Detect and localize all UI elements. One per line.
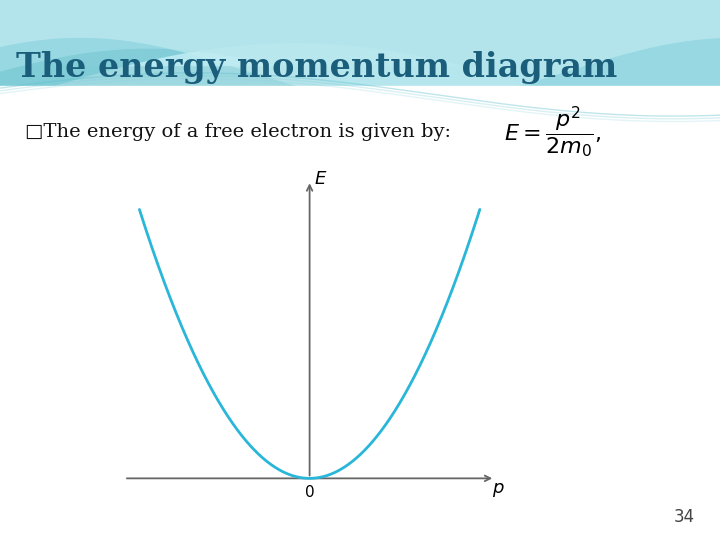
Text: $0$: $0$ <box>305 484 315 500</box>
Text: 34: 34 <box>674 509 695 526</box>
Text: □The energy of a free electron is given by:: □The energy of a free electron is given … <box>25 123 451 141</box>
Text: $E = \dfrac{p^2}{2m_0},$: $E = \dfrac{p^2}{2m_0},$ <box>504 104 601 160</box>
Bar <box>0 86 720 540</box>
Text: The energy momentum diagram: The energy momentum diagram <box>16 51 617 84</box>
Polygon shape <box>0 0 720 124</box>
Polygon shape <box>0 0 720 103</box>
Bar <box>0 0 720 97</box>
Text: $E$: $E$ <box>314 170 328 188</box>
Polygon shape <box>0 0 720 138</box>
Text: $p$: $p$ <box>492 481 505 499</box>
Bar <box>0 0 720 65</box>
